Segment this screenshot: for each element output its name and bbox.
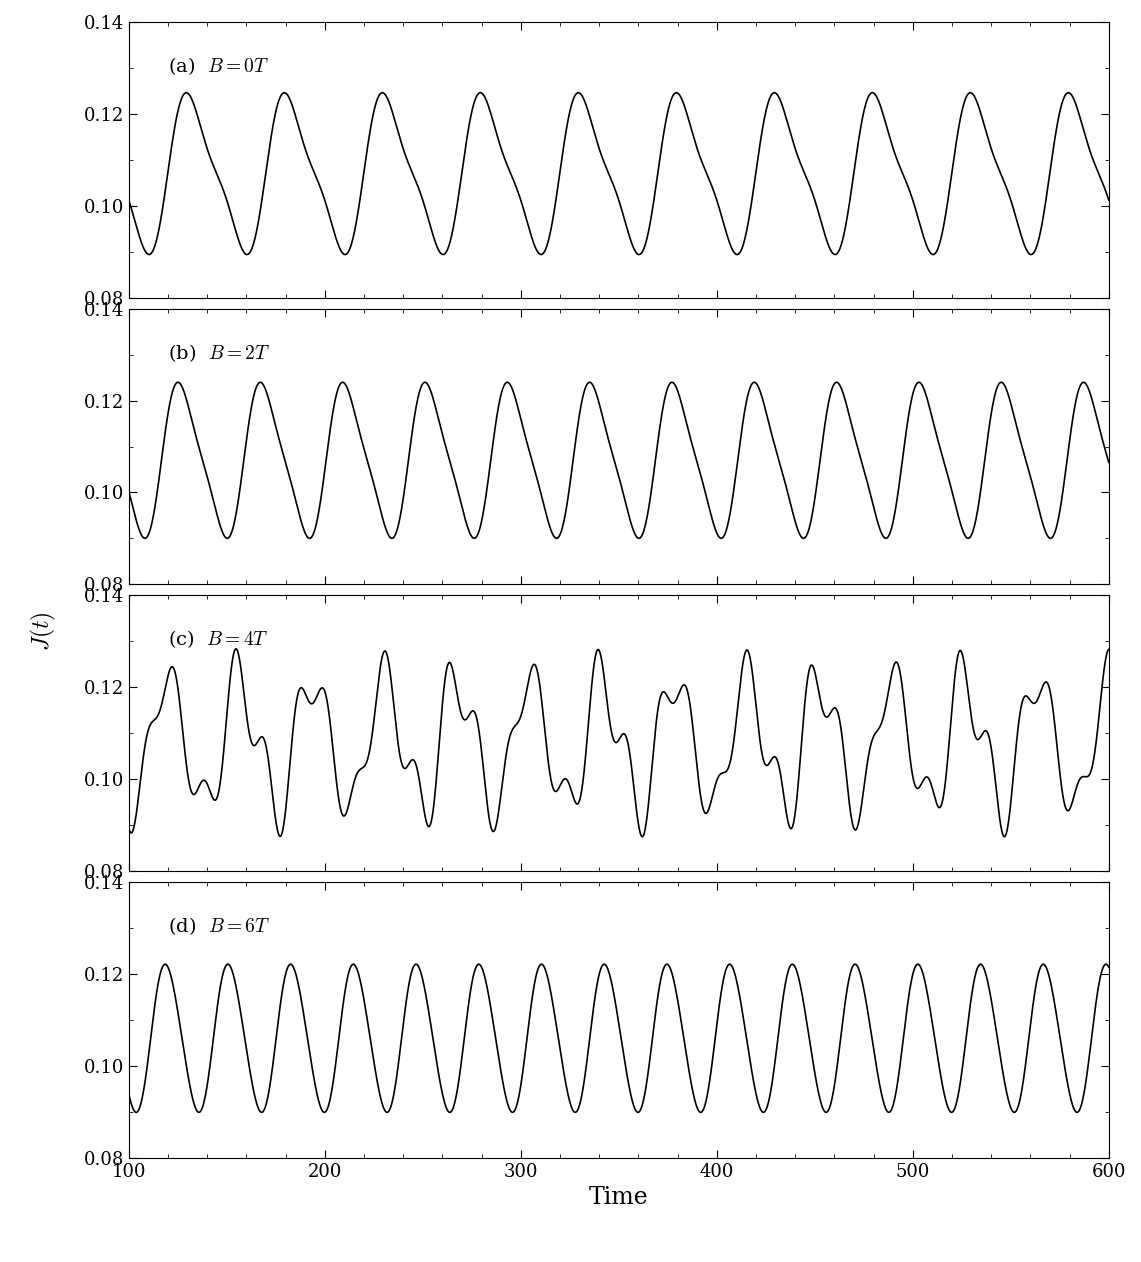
Text: (d)  $B=6 T$: (d) $B=6 T$: [168, 915, 270, 936]
Text: (c)  $B=4 T$: (c) $B=4 T$: [168, 628, 268, 650]
X-axis label: Time: Time: [589, 1186, 648, 1209]
Text: $J(t)$: $J(t)$: [29, 611, 57, 651]
Text: (b)  $B=2 T$: (b) $B=2 T$: [168, 342, 270, 363]
Text: (a)  $B=0 T$: (a) $B=0 T$: [168, 56, 269, 77]
